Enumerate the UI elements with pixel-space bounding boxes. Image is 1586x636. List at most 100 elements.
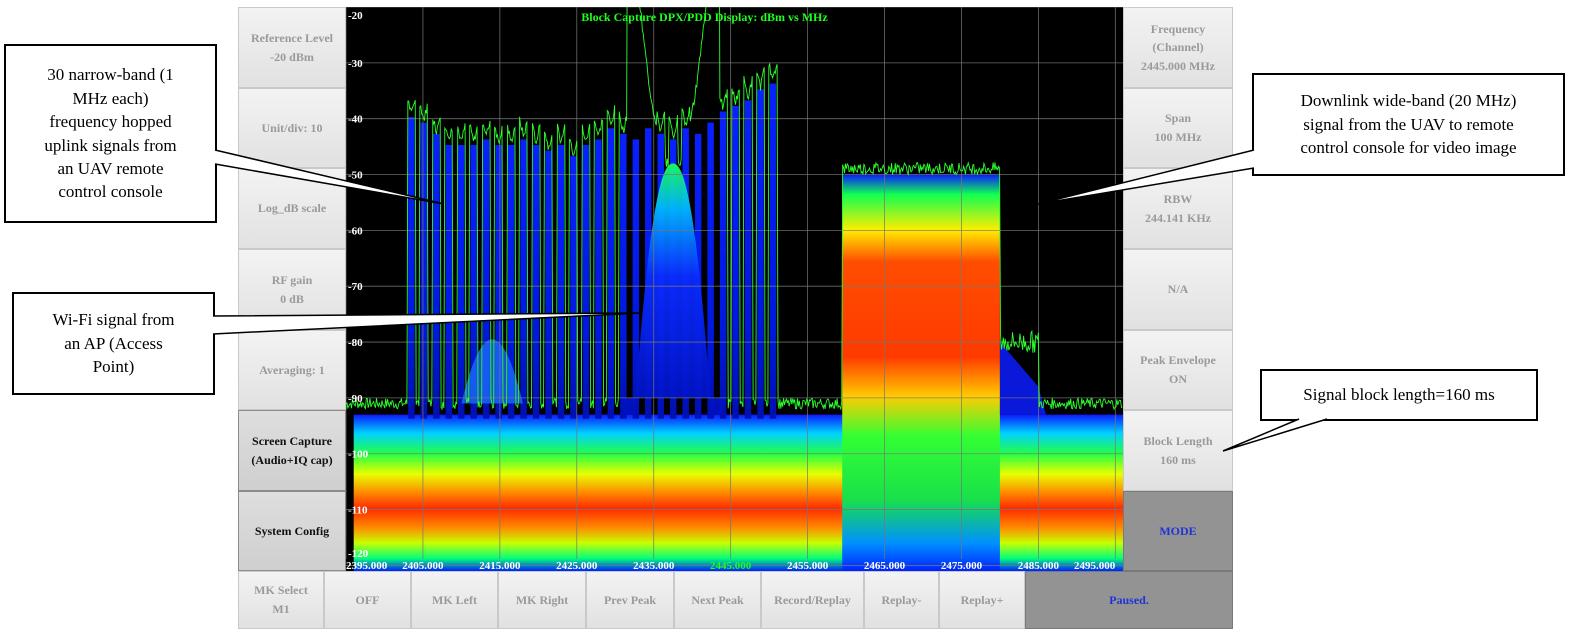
x-tick-label: 2405.000 [402,560,444,571]
marker-off-button-label: OFF [355,592,380,607]
peak-envelope-button-label: Peak Envelope ON [1140,353,1216,386]
x-tick-label: 2425.000 [556,560,598,571]
frequency-channel-button-label: Frequency (Channel) 2445.000 MHz [1141,21,1215,73]
downlink-signal-block [842,174,1000,571]
hop-signal-27 [732,105,739,419]
hop-signal-2 [420,122,428,419]
y-tick-label: -70 [348,281,363,293]
log-scale-button[interactable]: Log_dB scale [238,168,346,249]
record-replay-button[interactable]: Record/Replay [761,571,864,629]
x-tick-label: 2485.000 [1018,560,1060,571]
screen-capture-button-label: Screen Capture (Audio+IQ cap) [251,433,333,467]
status-paused: Paused. [1025,571,1233,629]
rf-gain-button[interactable]: RF gain 0 dB [238,249,346,330]
y-tick-label: -30 [348,58,363,70]
hop-signal-18 [620,133,627,419]
hop-signal-29 [757,89,764,419]
x-tick-label: 2465.000 [864,560,906,571]
averaging-button[interactable]: Averaging: 1 [238,330,346,410]
hop-signal-6 [470,145,477,419]
callout-block-length: Signal block length=160 ms [1260,369,1538,421]
hop-signal-28 [744,100,752,419]
x-tick-label: 2395.000 [346,560,388,571]
peak-envelope-trace [345,0,1123,411]
hop-signal-26 [719,111,727,419]
block-length-button-label: Block Length 160 ms [1143,433,1213,467]
y-tick-label: -120 [348,548,369,560]
hop-signal-17 [607,128,615,419]
y-tick-label: -50 [348,170,363,182]
hop-signal-3 [433,133,440,419]
marker-off-button[interactable]: OFF [324,571,411,629]
mk-left-button-label: MK Left [432,592,477,607]
y-tick-label: -110 [348,505,368,517]
prev-peak-button-label: Prev Peak [603,592,657,607]
span-button[interactable]: Span 100 MHz [1123,88,1233,168]
y-tick-label: -100 [348,449,369,461]
hop-signal-16 [595,139,602,419]
hop-signal-25 [707,122,714,419]
hop-signal-30 [769,83,777,419]
x-tick-label: 2495.000 [1074,560,1116,571]
spectrum-plot: Block Capture DPX/PDD Display: dBm vs MH… [345,0,1123,572]
x-tick-label: 2475.000 [941,560,983,571]
log-scale-button-label: Log_dB scale [257,201,327,216]
system-config-button[interactable]: System Config [238,491,346,571]
downlink-skirt [999,342,1047,415]
hop-signal-13 [557,145,565,419]
rf-gain-button-label: RF gain 0 dB [271,272,313,306]
replay-minus-button[interactable]: Replay- [864,571,939,629]
frequency-channel-button[interactable]: Frequency (Channel) 2445.000 MHz [1123,7,1233,88]
peak-envelope-button[interactable]: Peak Envelope ON [1123,330,1233,410]
next-peak-button[interactable]: Next Peak [674,571,761,629]
averaging-button-label: Averaging: 1 [259,362,325,377]
mk-left-button[interactable]: MK Left [411,571,498,629]
mk-select-button[interactable]: MK Select M1 [238,571,324,629]
callout-downlink-signal: Downlink wide-band (20 MHz) signal from … [1252,73,1565,176]
record-replay-button-label: Record/Replay [774,592,851,607]
y-tick-label: -90 [348,393,363,405]
sidelobe-2414 [461,339,523,404]
block-length-button[interactable]: Block Length 160 ms [1123,410,1233,491]
screen-capture-button[interactable]: Screen Capture (Audio+IQ cap) [238,410,346,491]
mode-button[interactable]: MODE [1123,491,1233,571]
mode-button-label: MODE [1159,523,1197,538]
y-tick-label: -80 [348,337,363,349]
y-tick-label: -20 [348,10,363,22]
wifi-signal [622,163,723,415]
hop-signal-5 [458,145,465,419]
unit-per-div-button[interactable]: Unit/div: 10 [238,88,346,168]
noise-floor-band [353,414,1123,571]
x-tick-label: 2445.000 [710,560,752,571]
hop-signal-19 [632,139,640,419]
replay-plus-button-label: Replay+ [960,592,1004,607]
hop-signal-4 [445,145,453,419]
replay-plus-button[interactable]: Replay+ [939,571,1025,629]
y-tick-label: -60 [348,225,363,237]
prev-peak-button[interactable]: Prev Peak [586,571,674,629]
mk-right-button[interactable]: MK Right [498,571,586,629]
hop-signal-8 [495,145,502,419]
chart-title: Block Capture DPX/PDD Display: dBm vs MH… [581,10,828,24]
hop-signal-7 [482,139,490,419]
callout-wifi-signal: Wi-Fi signal from an AP (Access Point) [12,292,215,395]
status-paused-label: Paused. [1109,592,1149,607]
hop-signal-11 [532,145,540,419]
y-tick-label: -40 [348,114,363,126]
hop-signal-1 [408,117,415,419]
hop-signal-9 [507,145,515,419]
rbw-button[interactable]: RBW 244.141 KHz [1123,168,1233,249]
callout-uplink-signals: 30 narrow-band (1 MHz each) frequency ho… [4,44,217,223]
hop-signal-14 [570,156,577,419]
mk-right-button-label: MK Right [515,592,569,607]
dpx-spectrum-chart: Block Capture DPX/PDD Display: dBm vs MH… [345,0,1123,572]
hop-signal-10 [520,139,527,419]
reference-level-button[interactable]: Reference Level -20 dBm [238,7,346,88]
next-peak-button-label: Next Peak [691,592,744,607]
rbw-button-label: RBW 244.141 KHz [1145,191,1211,225]
na-button[interactable]: N/A [1123,249,1233,330]
hop-signal-15 [582,145,590,419]
replay-minus-button-label: Replay- [881,592,922,607]
mk-select-button-label: MK Select M1 [254,583,308,616]
x-tick-label: 2435.000 [633,560,675,571]
